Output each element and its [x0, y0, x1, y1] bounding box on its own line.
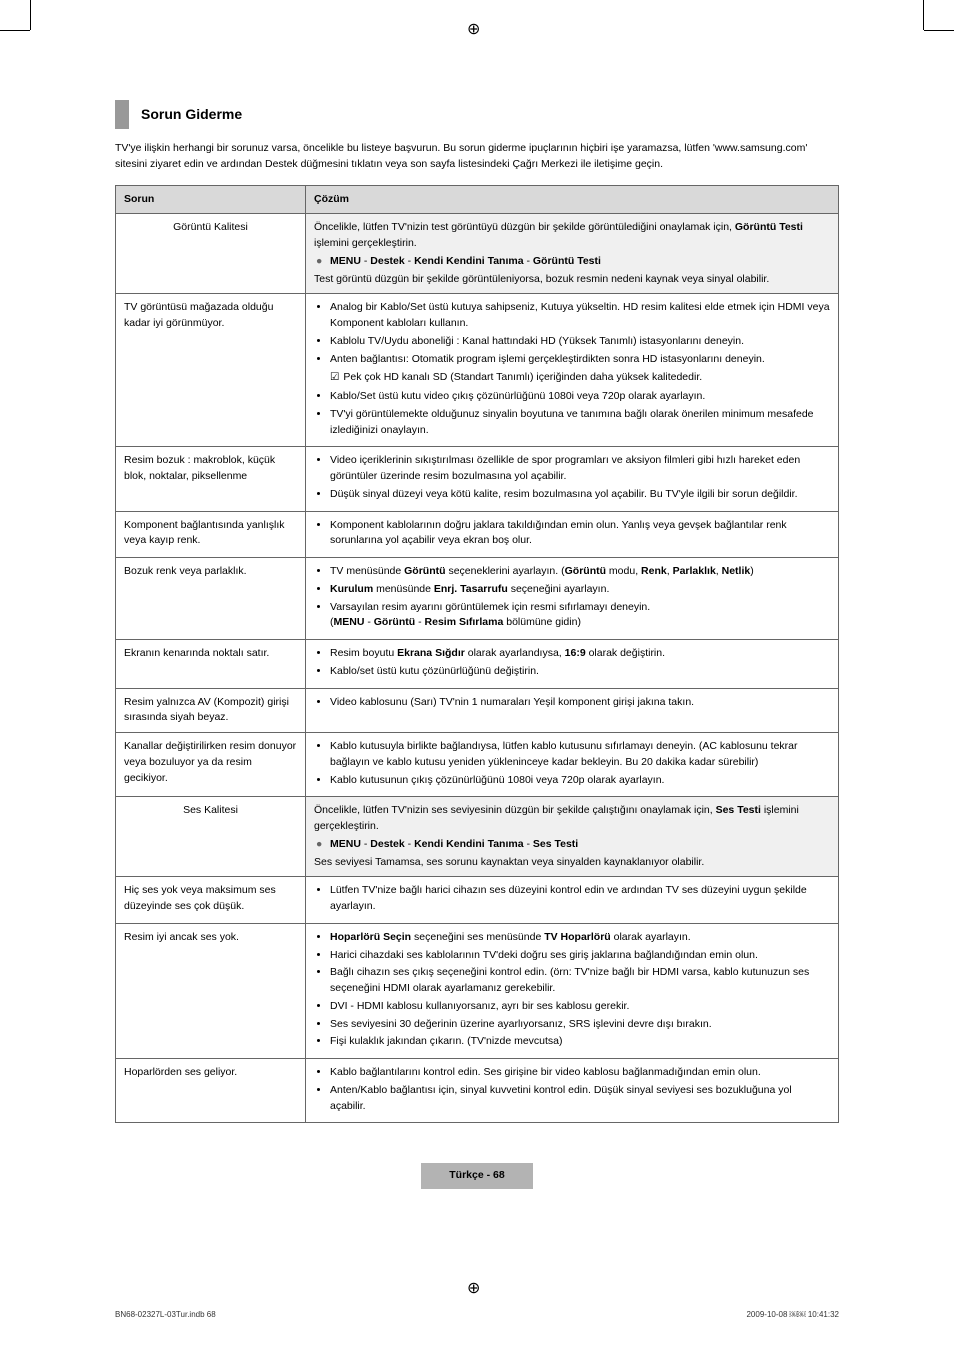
crop-mark-bottom [467, 1277, 487, 1297]
problem-cell: Bozuk renk veya parlaklık. [116, 558, 306, 640]
troubleshooting-table: Sorun Çözüm Görüntü KalitesiÖncelikle, l… [115, 185, 839, 1124]
crop-mark-top [467, 18, 487, 38]
solution-cell: TV menüsünde Görüntü seçeneklerini ayarl… [306, 558, 839, 640]
section-title: Sorun Giderme [115, 100, 839, 129]
category-cell: Görüntü Kalitesi [116, 214, 306, 294]
category-cell: Ses Kalitesi [116, 797, 306, 877]
page-footer: Türkçe - 68 [115, 1163, 839, 1189]
header-problem: Sorun [116, 185, 306, 214]
problem-cell: Ekranın kenarında noktalı satır. [116, 640, 306, 689]
problem-cell: Resim yalnızca AV (Kompozit) girişi sıra… [116, 688, 306, 733]
problem-cell: Kanallar değiştirilirken resim donuyor v… [116, 733, 306, 797]
problem-cell: Resim iyi ancak ses yok. [116, 923, 306, 1058]
solution-cell: Video kablosunu (Sarı) TV'nin 1 numarala… [306, 688, 839, 733]
solution-cell: Video içeriklerinin sıkıştırılması özell… [306, 447, 839, 511]
solution-cell: Kablo bağlantılarını kontrol edin. Ses g… [306, 1059, 839, 1123]
header-solution: Çözüm [306, 185, 839, 214]
doc-footer-right: 2009-10-08 ￼￼ 10:41:32 [746, 1309, 839, 1321]
solution-cell: Resim boyutu Ekrana Sığdır olarak ayarla… [306, 640, 839, 689]
problem-cell: Hiç ses yok veya maksimum ses düzeyinde … [116, 877, 306, 924]
problem-cell: TV görüntüsü mağazada olduğu kadar iyi g… [116, 294, 306, 447]
problem-cell: Komponent bağlantısında yanlışlık veya k… [116, 511, 306, 558]
problem-cell: Hoparlörden ses geliyor. [116, 1059, 306, 1123]
solution-cell: Komponent kablolarının doğru jaklara tak… [306, 511, 839, 558]
problem-cell: Resim bozuk : makroblok, küçük blok, nok… [116, 447, 306, 511]
doc-footer-left: BN68-02327L-03Tur.indb 68 [115, 1309, 216, 1321]
category-solution: Öncelikle, lütfen TV'nizin test görüntüy… [306, 214, 839, 294]
solution-cell: Kablo kutusuyla birlikte bağlandıysa, lü… [306, 733, 839, 797]
solution-cell: Lütfen TV'nize bağlı harici cihazın ses … [306, 877, 839, 924]
solution-cell: Analog bir Kablo/Set üstü kutuya sahipse… [306, 294, 839, 447]
page-label: Türkçe - 68 [421, 1163, 532, 1189]
category-solution: Öncelikle, lütfen TV'nizin ses seviyesin… [306, 797, 839, 877]
doc-footer: BN68-02327L-03Tur.indb 68 2009-10-08 ￼￼ … [115, 1309, 839, 1321]
solution-cell: Hoparlörü Seçin seçeneğini ses menüsünde… [306, 923, 839, 1058]
intro-text: TV'ye ilişkin herhangi bir sorunuz varsa… [115, 141, 839, 173]
